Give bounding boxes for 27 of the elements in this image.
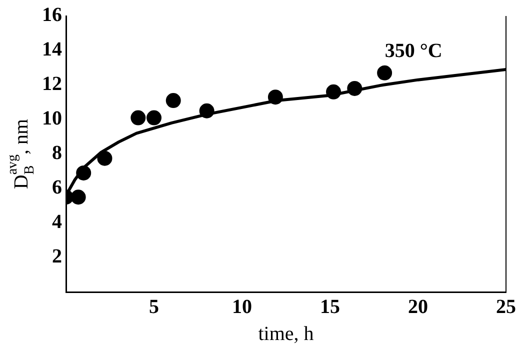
point	[347, 80, 362, 96]
y-tick-label: 6	[52, 176, 62, 199]
y-tick-label: 4	[52, 211, 62, 234]
point	[70, 190, 86, 205]
y-tick-label: 10	[42, 108, 62, 130]
point	[377, 65, 392, 80]
y-tick-label: 12	[42, 73, 62, 96]
x-tick-label: 20	[408, 296, 428, 318]
point	[76, 165, 92, 180]
y-tick-label: 14	[42, 38, 62, 61]
point	[326, 84, 342, 100]
y-tick-label: 8	[52, 142, 62, 164]
point	[146, 110, 162, 126]
x-tick-label: 5	[149, 296, 159, 318]
y-axis-title: DBavg, nm	[6, 118, 38, 190]
x-tick-label: 25	[496, 296, 516, 318]
point	[130, 110, 146, 126]
x-tick-label: 15	[320, 296, 340, 318]
y-tick-label: 16	[42, 4, 62, 26]
annotation: 350 °C	[384, 40, 442, 62]
x-axis-title: time, h	[258, 323, 314, 345]
point	[97, 150, 112, 166]
point	[166, 93, 181, 108]
point	[268, 90, 283, 105]
x-tick-label: 10	[232, 296, 252, 318]
y-tick-label: 2	[52, 246, 62, 268]
point	[199, 103, 214, 118]
